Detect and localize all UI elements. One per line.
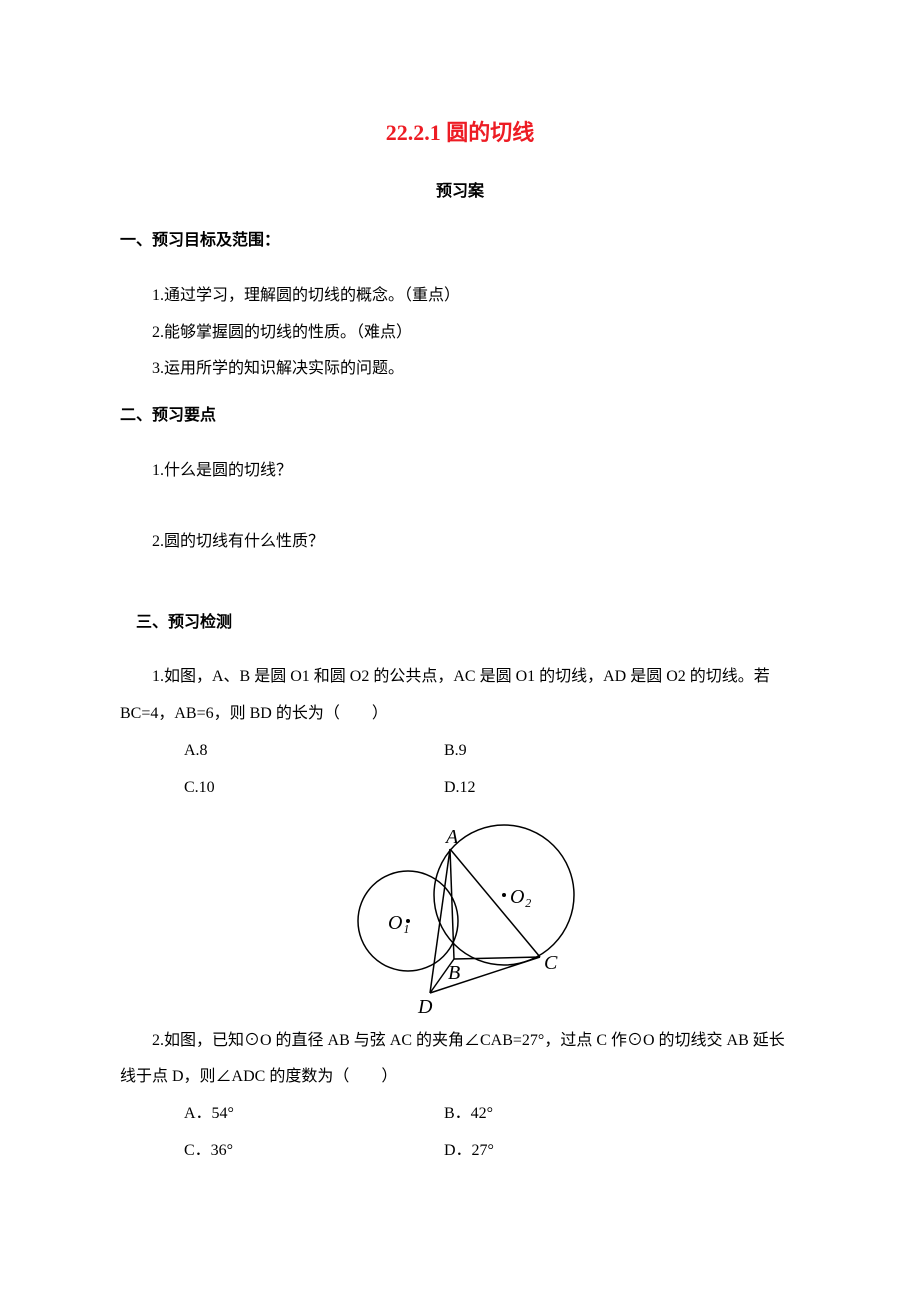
fig-label-O1: O₁ (388, 912, 409, 934)
q1-line2: BC=4，AB=6，则 BD 的长为（ ） (120, 696, 800, 733)
fig-label-C: C (544, 952, 558, 974)
q1-options-row2: C.10 D.12 (120, 770, 800, 807)
q1-options-row1: A.8 B.9 (120, 733, 800, 770)
q2-optA: A．54° (120, 1096, 444, 1133)
fig-line-bc (454, 957, 540, 959)
spacer (120, 561, 800, 595)
section1-item: 1.通过学习，理解圆的切线的概念。（重点） (120, 278, 800, 315)
section1-item: 3.运用所学的知识解决实际的问题。 (120, 351, 800, 388)
q1-optB: B.9 (444, 733, 800, 770)
q1-optA: A.8 (120, 733, 444, 770)
q2-optC: C．36° (120, 1133, 444, 1170)
section1-item: 2.能够掌握圆的切线的性质。（难点） (120, 315, 800, 352)
q2-optB: B．42° (444, 1096, 800, 1133)
fig-label-B: B (448, 962, 460, 984)
q1-figure: A B C D O₁ O₂ (320, 817, 600, 1017)
section2-heading: 二、预习要点 (120, 398, 800, 435)
section1-heading: 一、预习目标及范围： (120, 223, 800, 260)
q2-line1: 2.如图，已知⊙O 的直径 AB 与弦 AC 的夹角∠CAB=27°，过点 C … (120, 1023, 800, 1060)
q2-options-row1: A．54° B．42° (120, 1096, 800, 1133)
section3-heading: 三、预习检测 (120, 605, 800, 642)
fig-line-ad (430, 849, 450, 993)
fig-label-A: A (444, 826, 459, 848)
q1-figure-wrap: A B C D O₁ O₂ (120, 817, 800, 1017)
section2-item: 2.圆的切线有什么性质？ (120, 524, 800, 561)
subtitle: 预习案 (120, 177, 800, 201)
q1-line1: 1.如图，A、B 是圆 O1 和圆 O2 的公共点，AC 是圆 O1 的切线，A… (120, 659, 800, 696)
q1-optD: D.12 (444, 770, 800, 807)
q1-optC: C.10 (120, 770, 444, 807)
q2-line2: 线于点 D，则∠ADC 的度数为（ ） (120, 1059, 800, 1096)
page: 22.2.1 圆的切线 预习案 一、预习目标及范围： 1.通过学习，理解圆的切线… (0, 0, 920, 1302)
section2-item: 1.什么是圆的切线？ (120, 453, 800, 490)
doc-title: 22.2.1 圆的切线 (120, 115, 800, 147)
fig-label-D: D (417, 996, 433, 1017)
spacer (120, 490, 800, 524)
fig-label-O2: O₂ (510, 886, 531, 908)
q2-options-row2: C．36° D．27° (120, 1133, 800, 1170)
q2-optD: D．27° (444, 1133, 800, 1170)
fig-center-o2 (502, 893, 506, 897)
